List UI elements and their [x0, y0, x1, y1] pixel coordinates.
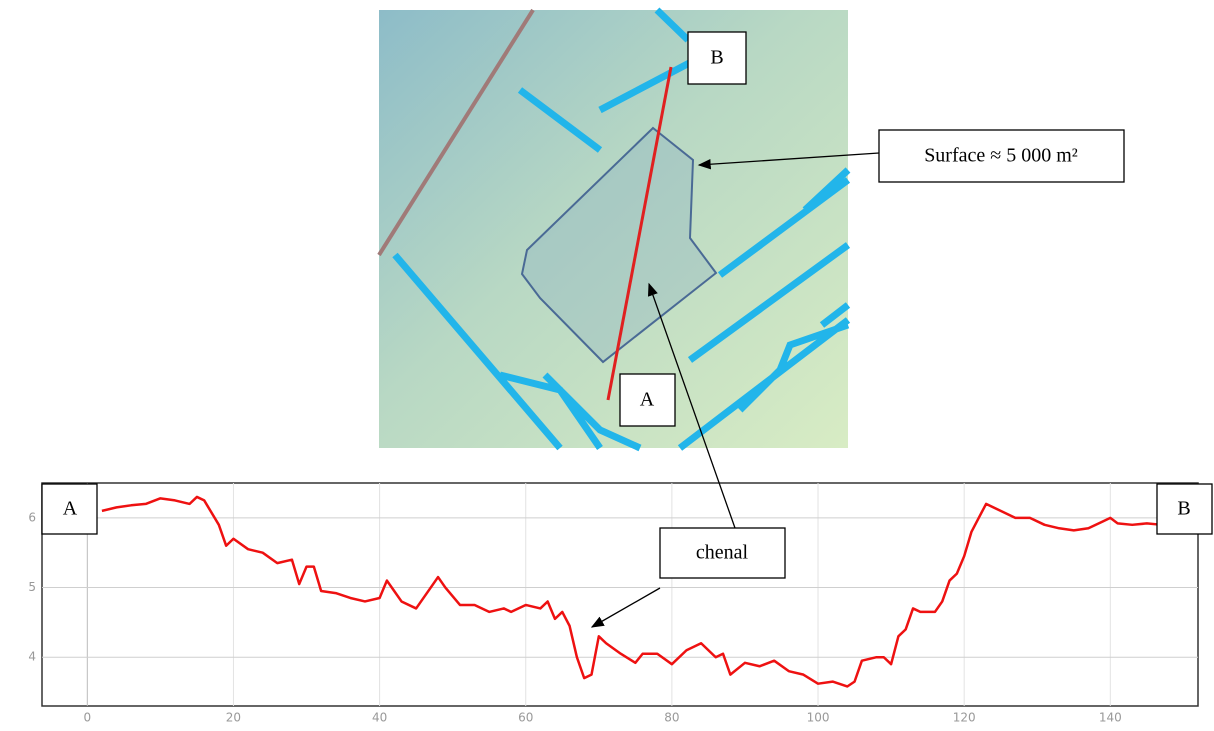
- y-tick-label: 4: [28, 650, 36, 664]
- x-tick-label: 20: [226, 711, 241, 725]
- profile-label-b: B: [1177, 498, 1190, 520]
- x-tick-label: 100: [807, 711, 830, 725]
- figure: B A Surface ≈ 5 000 m² 0 20 40 60 80 100 120 14…: [0, 0, 1214, 731]
- map-label-b: B: [710, 47, 723, 69]
- y-tick-label: 5: [28, 580, 36, 594]
- x-tick-label: 80: [664, 711, 679, 725]
- plot: 0 20 40 60 80 100 120 140 4 5 6: [28, 483, 1198, 725]
- x-tick-label: 120: [953, 711, 976, 725]
- x-tick-label: 40: [372, 711, 387, 725]
- map-label-a: A: [640, 389, 655, 411]
- surface-label: Surface ≈ 5 000 m²: [924, 145, 1078, 167]
- x-tick-label: 140: [1099, 711, 1122, 725]
- channel-label: chenal: [696, 542, 749, 564]
- map: [379, 10, 848, 448]
- x-tick-label: 0: [83, 711, 91, 725]
- profile-label-a: A: [63, 498, 78, 520]
- x-tick-label: 60: [518, 711, 533, 725]
- y-tick-label: 6: [28, 510, 36, 524]
